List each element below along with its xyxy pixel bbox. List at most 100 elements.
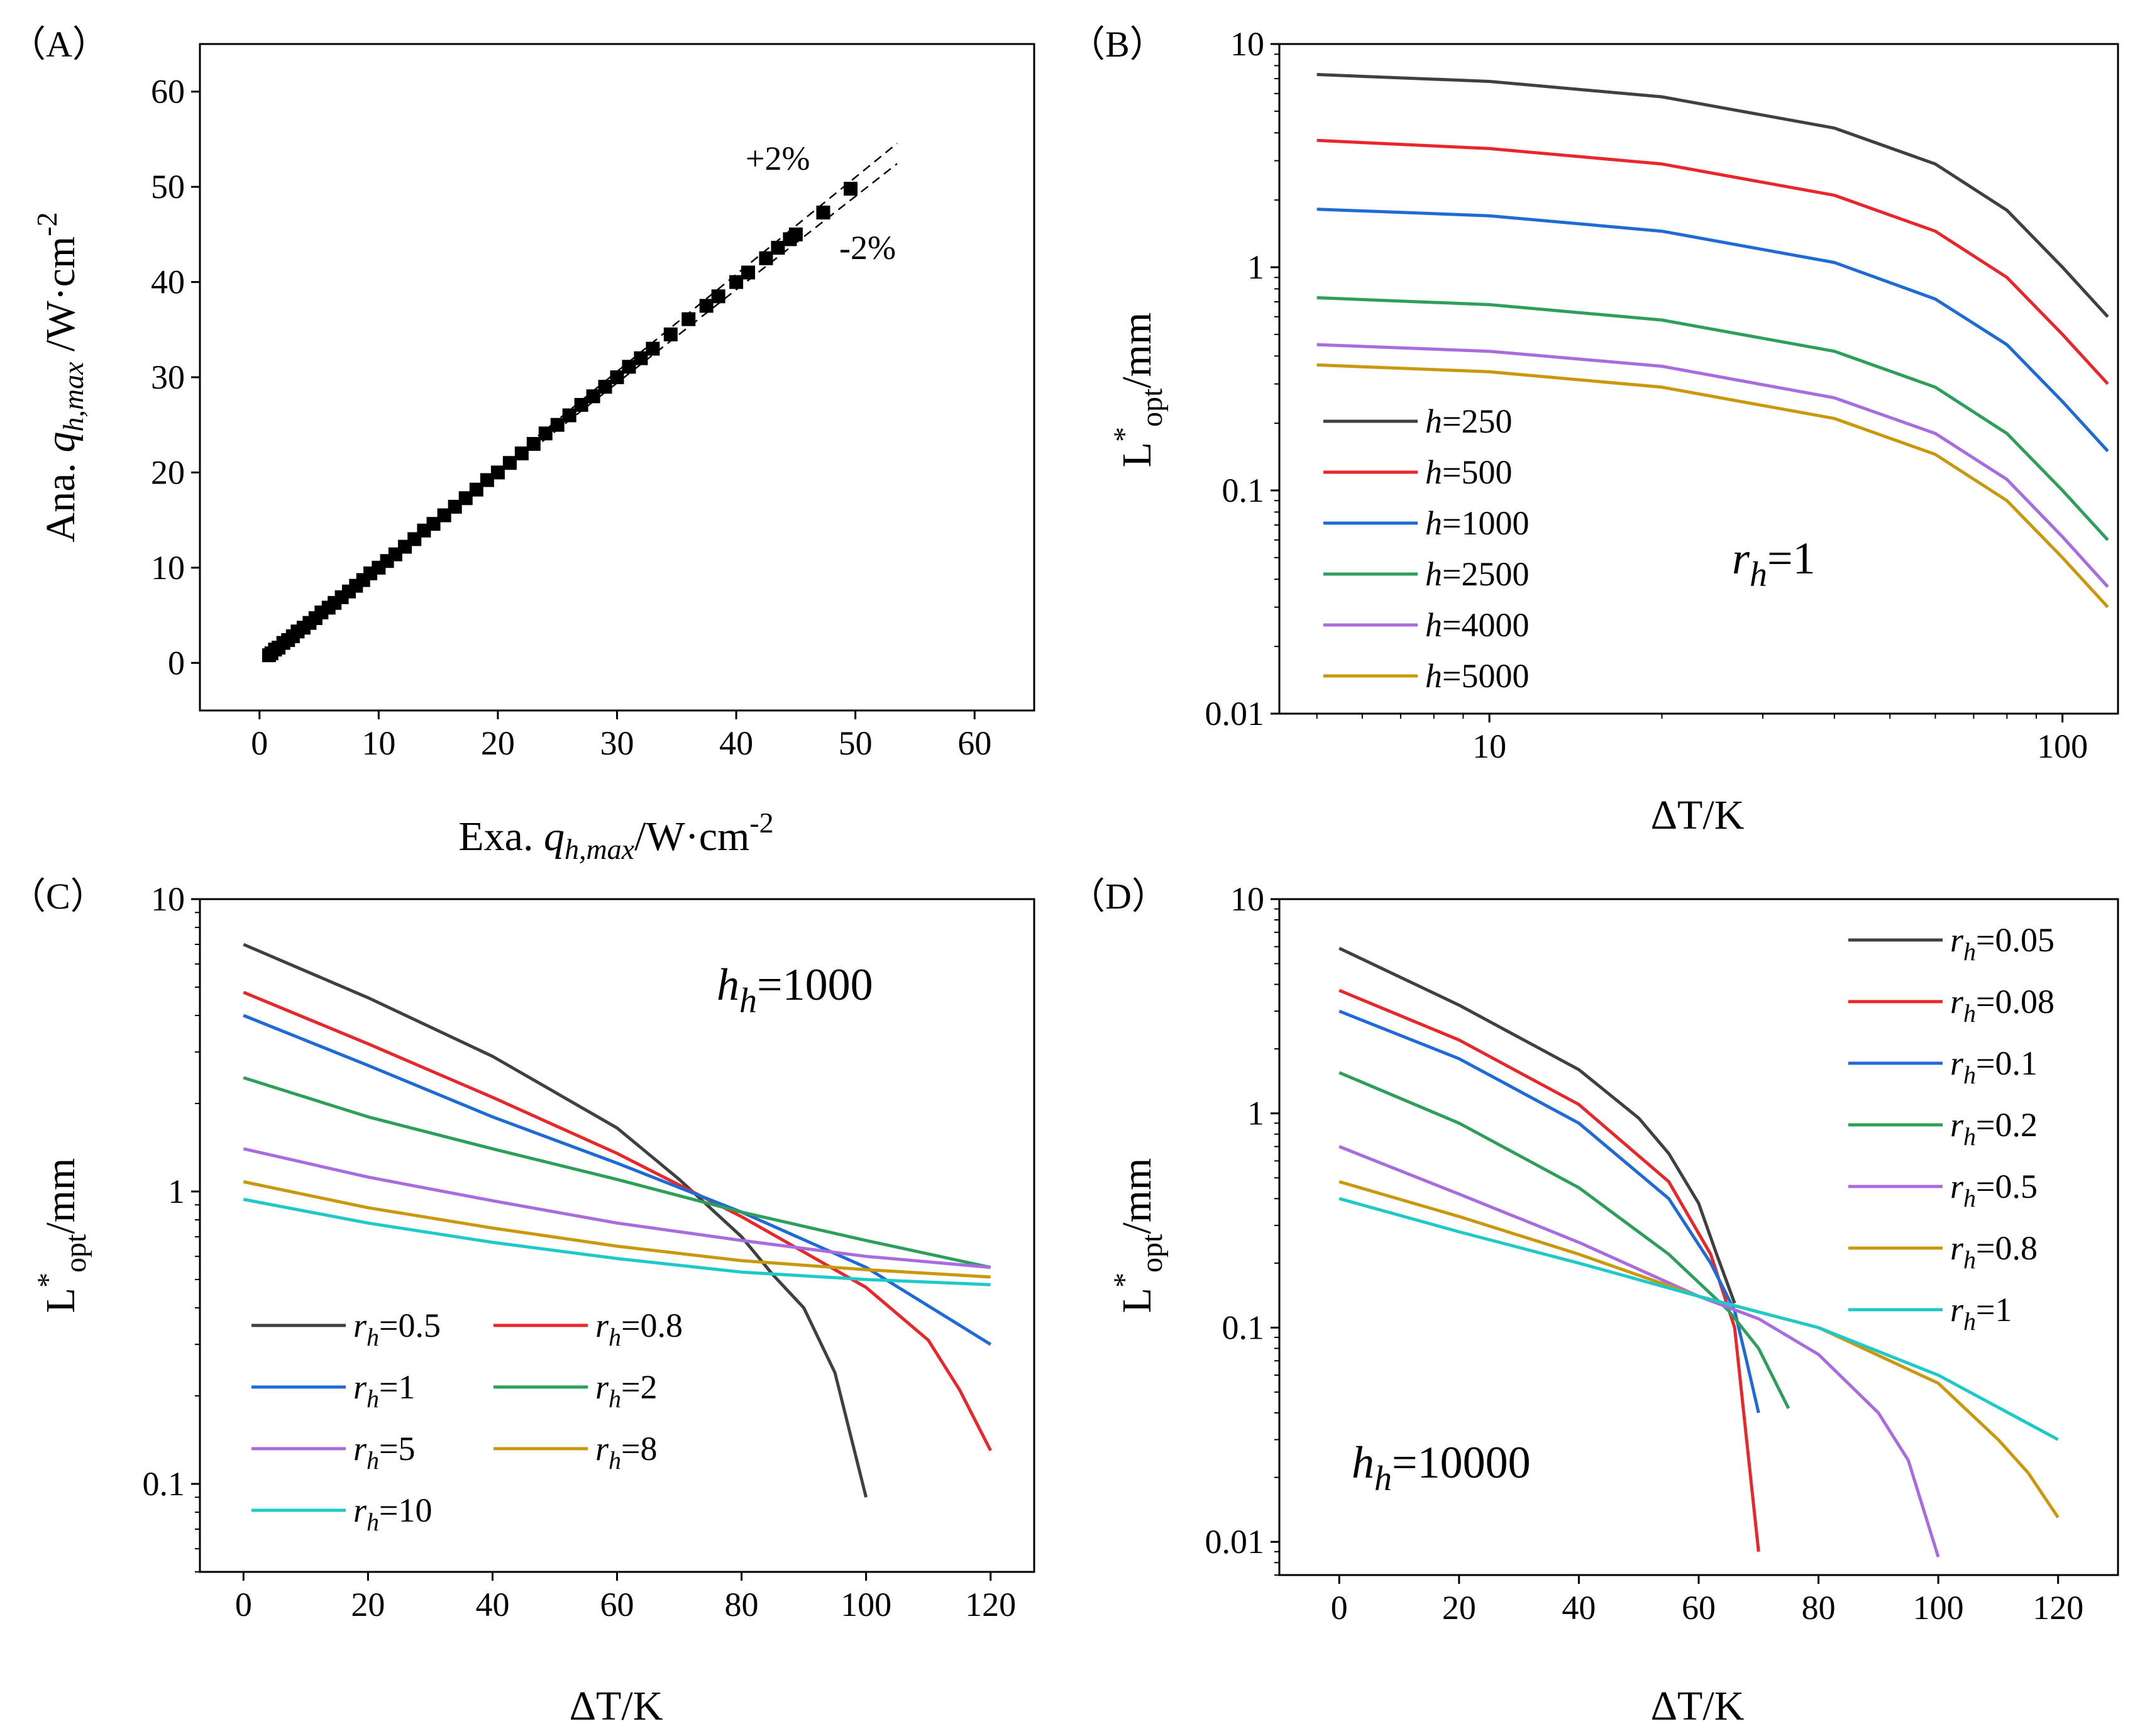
panel-c-x-tick-label: 80 [725,1586,759,1623]
scatter-point [562,408,576,423]
scatter-point [711,289,725,304]
panel-b-series-line-250 [1316,73,2109,318]
panel-d-series-line-1 [1338,1197,2059,1441]
panel-c-legend-entry: rh=2 [595,1368,657,1413]
panel-d-legend-entry: rh=0.08 [1950,983,2055,1027]
panel-c-hh-annotation: hh=1000 [717,959,873,1020]
panel-b-series-line-500 [1316,138,2109,385]
panel-a-y-tick-label: 30 [151,358,185,396]
panel-c-series-line-2 [243,1076,991,1269]
panel-a-label: （A） [9,24,109,65]
panel-c-legend-entry: rh=0.8 [595,1307,683,1351]
panel-c-series-line-0.8 [243,990,992,1452]
panel-c-x-tick-label: 40 [475,1586,509,1623]
panel-a-x-tick-label: 20 [481,724,515,762]
panel-d-x-tick-label: 120 [2032,1589,2083,1627]
panel-c-y-axis-label: L*opt/mm [31,1158,92,1313]
panel-b-series-line-5000 [1316,363,2109,609]
panel-d-y-tick-label: 0.1 [1222,1308,1265,1346]
panel-c-y-tick-label: 0.1 [143,1465,185,1503]
panel-b: （B） 10 100 0.01 0.1 1 10 h=250 h=500 h=1000 h=25… [1069,24,2119,838]
scatter-point [646,341,660,356]
panel-d-x-axis-label: ΔT/K [1651,1683,1745,1729]
panel-a-x-tick-label: 0 [251,724,268,762]
scatter-point [469,482,483,497]
scatter-point [514,446,529,461]
panel-b-legend-entry: h=1000 [1425,504,1529,542]
scatter-point [598,380,612,394]
panel-b-label: （B） [1069,24,1166,65]
panel-c-legend-entry: rh=5 [353,1430,415,1474]
panel-c-legend-entry: rh=8 [595,1430,657,1474]
scatter-point [622,360,636,374]
panel-b-y-tick-label: 1 [1247,248,1264,286]
panel-c-series-line-10 [243,1198,991,1286]
panel-b-x-axis-label: ΔT/K [1651,792,1745,838]
panel-a-x-tick-label: 40 [719,724,753,762]
scatter-point [437,508,451,522]
panel-a-y-tick-label: 60 [151,73,185,111]
panel-c-series-line-0.5 [243,943,868,1498]
panel-c-series-line-5 [243,1147,991,1269]
panel-b-series-line-4000 [1316,343,2109,588]
panel-c-x-tick-label: 60 [600,1586,634,1623]
scatter-point [741,265,756,280]
panel-c-legend-entry: rh=0.5 [353,1307,441,1351]
panel-d-x-tick-label: 60 [1682,1589,1716,1627]
scatter-point [586,389,600,404]
scatter-point [480,473,494,487]
panel-c-y-tick-label: 1 [168,1173,185,1210]
scatter-point [610,370,624,384]
panel-d-legend-entry: rh=0.8 [1950,1229,2038,1274]
panel-b-legend-entry: h=500 [1425,453,1512,491]
panel-c-x-tick-label: 0 [235,1586,252,1623]
scatter-point [771,241,785,255]
panel-a-y-axis-label: Ana. qh,max /W·cm-2 [31,212,89,542]
scatter-point [699,299,714,313]
panel-c-x-axis-label: ΔT/K [570,1683,663,1729]
panel-b-x-tick-label: 10 [1472,727,1506,765]
panel-c-x-tick-label: 20 [351,1586,385,1623]
scatter-point [844,182,858,196]
scatter-point [426,517,441,531]
panel-a-y-tick-label: 20 [151,453,185,491]
panel-b-legend-entry: h=5000 [1425,657,1529,695]
panel-b-legend-entry: h=2500 [1425,555,1529,593]
panel-d-series-line-0.05 [1338,946,1736,1304]
scatter-point [458,491,473,506]
panel-a-x-tick-label: 10 [361,724,395,762]
panel-d-hh-annotation: hh=10000 [1352,1437,1531,1498]
scatter-point [502,456,517,470]
panel-d-legend-entry: rh=0.1 [1950,1044,2038,1089]
plus-2-percent-label: +2% [746,140,810,177]
scatter-point [550,417,565,432]
panel-d-series-line-0.1 [1338,1009,1760,1413]
panel-c-series-line-8 [243,1180,991,1279]
panel-b-legend-entry: h=4000 [1425,606,1529,644]
panel-c-label: （C） [9,876,107,917]
panel-a-x-tick-label: 50 [839,724,873,762]
panel-c-series-line-1 [243,1014,992,1346]
scatter-point [816,206,830,220]
scatter-point [729,275,744,289]
panel-a: （A） 0 10 20 30 40 50 60 0 10 20 30 40 50 60 +2% -2% E… [9,24,1035,865]
scatter-point [788,227,803,241]
panel-d-label: （D） [1069,876,1168,917]
panel-d-x-tick-label: 80 [1802,1589,1836,1627]
panel-a-x-tick-label: 30 [600,724,634,762]
panel-d-y-tick-label: 0.01 [1205,1523,1265,1561]
panel-d-y-tick-label: 1 [1247,1095,1264,1132]
panel-d-series-line-0.2 [1338,1071,1790,1410]
panel-b-y-tick-label: 10 [1230,25,1264,63]
panel-b-series-line-2500 [1316,296,2109,541]
panel-d-series-line-0.5 [1338,1145,1940,1558]
panel-c-legend-entry: rh=10 [353,1491,432,1536]
panel-c-y-tick-label: 10 [151,880,185,918]
panel-d-legend-entry: rh=0.5 [1950,1168,2038,1212]
scatter-point [574,397,588,412]
panel-b-legend-entry: h=250 [1425,402,1512,440]
panel-c-legend-entry: rh=1 [353,1368,415,1413]
panel-a-y-tick-label: 40 [151,263,185,301]
minus-2-percent-label: -2% [839,229,896,267]
